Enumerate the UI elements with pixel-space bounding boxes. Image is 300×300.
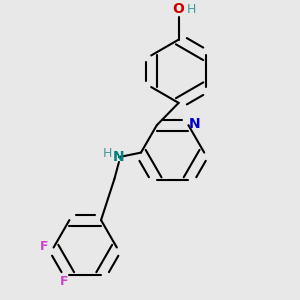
Text: N: N <box>113 150 125 164</box>
Text: N: N <box>189 117 201 131</box>
Text: O: O <box>173 2 184 16</box>
Text: F: F <box>60 275 68 288</box>
Text: F: F <box>40 240 49 253</box>
Text: H: H <box>187 3 196 16</box>
Text: H: H <box>103 147 112 160</box>
